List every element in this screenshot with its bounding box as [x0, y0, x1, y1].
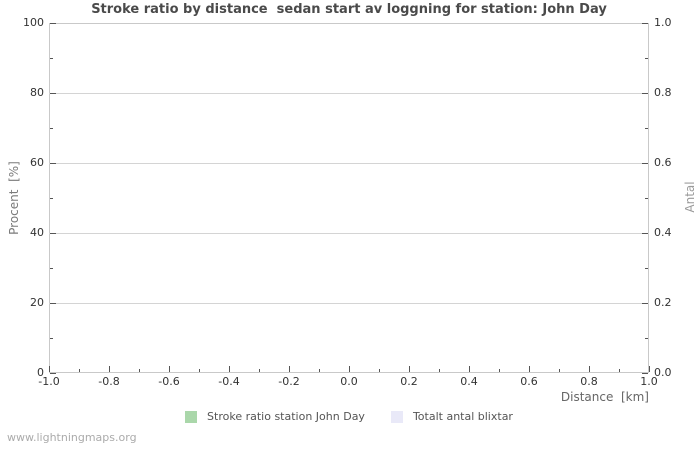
y-major-tick-left	[50, 163, 56, 164]
y-major-tick-right	[642, 373, 648, 374]
x-tick-label: -0.8	[98, 375, 120, 388]
x-major-tick	[349, 366, 350, 372]
legend-item: Stroke ratio station John Day	[185, 410, 365, 423]
legend-swatch	[185, 410, 198, 423]
left-axis-title: Procent [%]	[7, 161, 21, 235]
x-minor-tick	[79, 369, 80, 372]
y-right-tick-label: 0.8	[654, 86, 672, 99]
x-tick-label: -0.4	[218, 375, 240, 388]
x-tick-label: 0.4	[460, 375, 478, 388]
x-tick-label: -0.6	[158, 375, 180, 388]
x-tick-label: 1.0	[640, 375, 658, 388]
y-minor-tick-left	[50, 198, 53, 199]
x-tick-label: 0.0	[340, 375, 358, 388]
y-major-tick-left	[50, 233, 56, 234]
y-major-tick-right	[642, 23, 648, 24]
x-minor-tick	[379, 369, 380, 372]
y-right-tick-label: 1.0	[654, 16, 672, 29]
legend-label: Stroke ratio station John Day	[207, 410, 365, 423]
legend-item: Totalt antal blixtar	[390, 410, 513, 423]
x-axis-title: Distance [km]	[560, 390, 649, 404]
x-major-tick	[409, 366, 410, 372]
x-minor-tick	[319, 369, 320, 372]
y-major-tick-left	[50, 23, 56, 24]
y-left-tick-label: 100	[23, 16, 44, 29]
right-axis-title: Antal	[683, 181, 697, 213]
y-gridline	[49, 92, 649, 94]
plot-area	[49, 23, 649, 373]
y-minor-tick-left	[50, 338, 53, 339]
y-gridline	[49, 302, 649, 304]
y-left-tick-label: 60	[30, 156, 44, 169]
x-minor-tick	[199, 369, 200, 372]
x-major-tick	[469, 366, 470, 372]
legend-swatch	[390, 410, 403, 423]
y-major-tick-right	[642, 303, 648, 304]
x-minor-tick	[139, 369, 140, 372]
y-major-tick-left	[50, 303, 56, 304]
x-minor-tick	[259, 369, 260, 372]
y-major-tick-left	[50, 373, 56, 374]
x-minor-tick	[499, 369, 500, 372]
x-major-tick	[49, 366, 50, 372]
y-left-tick-label: 40	[30, 226, 44, 239]
x-major-tick	[649, 366, 650, 372]
y-minor-tick-right	[645, 58, 648, 59]
y-gridline	[49, 162, 649, 164]
chart-title: Stroke ratio by distance sedan start av …	[91, 2, 607, 17]
y-minor-tick-right	[645, 268, 648, 269]
y-right-tick-label: 0.0	[654, 366, 672, 379]
x-tick-label: 0.8	[580, 375, 598, 388]
x-tick-label: 0.2	[400, 375, 418, 388]
y-minor-tick-right	[645, 128, 648, 129]
y-minor-tick-left	[50, 58, 53, 59]
y-minor-tick-right	[645, 338, 648, 339]
y-left-tick-label: 20	[30, 296, 44, 309]
x-major-tick	[229, 366, 230, 372]
y-minor-tick-right	[645, 198, 648, 199]
y-right-tick-label: 0.6	[654, 156, 672, 169]
y-right-tick-label: 0.4	[654, 226, 672, 239]
x-tick-label: 0.6	[520, 375, 538, 388]
x-minor-tick	[619, 369, 620, 372]
y-gridline	[49, 232, 649, 234]
y-minor-tick-left	[50, 128, 53, 129]
watermark: www.lightningmaps.org	[7, 431, 137, 444]
x-major-tick	[289, 366, 290, 372]
x-major-tick	[589, 366, 590, 372]
y-left-tick-label: 0	[37, 366, 44, 379]
y-major-tick-right	[642, 93, 648, 94]
y-major-tick-right	[642, 233, 648, 234]
x-tick-label: -1.0	[38, 375, 60, 388]
legend-label: Totalt antal blixtar	[412, 410, 513, 423]
y-right-tick-label: 0.2	[654, 296, 672, 309]
x-major-tick	[169, 366, 170, 372]
y-major-tick-right	[642, 163, 648, 164]
x-major-tick	[529, 366, 530, 372]
y-minor-tick-left	[50, 268, 53, 269]
x-minor-tick	[559, 369, 560, 372]
x-tick-label: -0.2	[278, 375, 300, 388]
x-minor-tick	[439, 369, 440, 372]
x-major-tick	[109, 366, 110, 372]
y-left-tick-label: 80	[30, 86, 44, 99]
legend: Stroke ratio station John Day Totalt anta…	[49, 410, 649, 423]
y-major-tick-left	[50, 93, 56, 94]
